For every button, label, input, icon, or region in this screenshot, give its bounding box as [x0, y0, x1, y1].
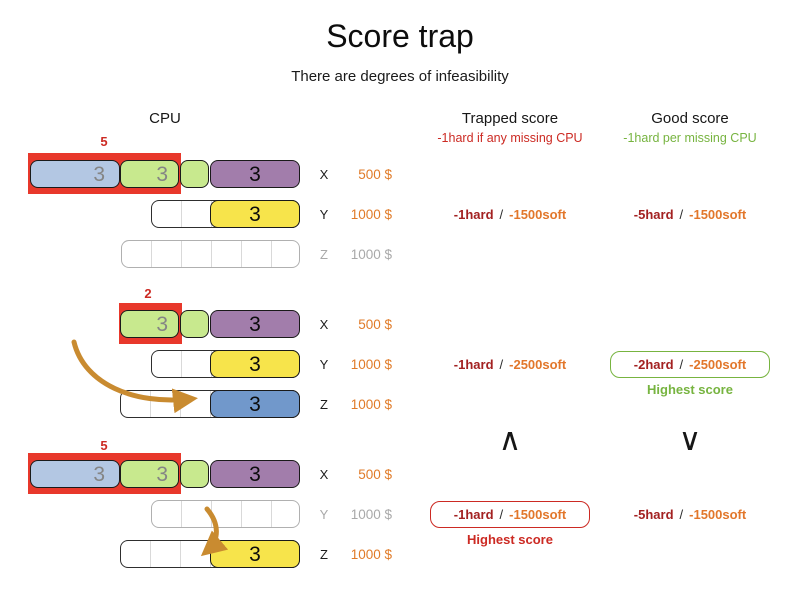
good-score: -5hard / -1500soft: [600, 207, 780, 222]
score-separator: /: [499, 207, 504, 222]
good-score: -5hard / -1500soft: [600, 507, 780, 522]
process-box-green: 3: [120, 460, 179, 488]
cpu-capacity-bar-empty: [151, 500, 300, 528]
machine-cost: 1000 $: [350, 247, 392, 262]
comparator-less-icon: ∨: [678, 422, 702, 457]
hard-score: -1hard: [453, 207, 494, 222]
hard-score: -5hard: [633, 507, 674, 522]
highest-score-box: -1hard / -1500soft: [430, 501, 590, 528]
process-size: 3: [249, 392, 261, 416]
comparator-greater-icon: ∧: [498, 422, 522, 457]
machine-cost: 1000 $: [350, 207, 392, 222]
cpu-capacity-bar-empty: [121, 240, 300, 268]
soft-score: -1500soft: [689, 507, 747, 522]
machine-cost: 1000 $: [350, 397, 392, 412]
machine-label: Y: [319, 507, 329, 522]
machine-label: Z: [320, 247, 328, 262]
highest-score-note: Highest score: [647, 382, 733, 397]
process-box-blue: 3: [30, 160, 120, 188]
machine-label: Y: [319, 357, 329, 372]
process-size: 3: [249, 202, 261, 226]
process-size: 3: [156, 312, 168, 336]
trapped-score-subtitle: -1hard if any missing CPU: [437, 131, 583, 145]
machine-cost: 1000 $: [350, 507, 392, 522]
process-box-purple: 3: [210, 460, 300, 488]
process-box-yellow-moved: 3: [210, 540, 300, 568]
score-separator: /: [679, 507, 684, 522]
page-title: Score trap: [326, 18, 474, 54]
process-box-green: 3: [120, 310, 179, 338]
process-box-blue: 3: [30, 460, 120, 488]
score-separator: /: [499, 357, 504, 372]
score-separator: /: [679, 357, 684, 372]
highest-score-note: Highest score: [467, 532, 553, 547]
machine-cost: 1000 $: [350, 357, 392, 372]
hard-score: -2hard: [633, 357, 674, 372]
page-subtitle: There are degrees of infeasibility: [291, 68, 509, 85]
process-size: 3: [249, 462, 261, 486]
hard-score: -5hard: [633, 207, 674, 222]
process-box-green-tail: [180, 160, 209, 188]
process-size: 3: [156, 462, 168, 486]
overload-amount-label: 5: [100, 134, 108, 149]
machine-label: Y: [319, 207, 329, 222]
process-box-green-tail: [180, 460, 209, 488]
score-separator: /: [499, 507, 504, 522]
process-size: 3: [249, 542, 261, 566]
soft-score: -2500soft: [509, 357, 567, 372]
process-size: 3: [249, 312, 261, 336]
trapped-score: -1hard / -2500soft: [420, 357, 600, 372]
column-header-cpu: CPU: [149, 110, 181, 127]
machine-label: Z: [320, 547, 328, 562]
overload-amount-label: 5: [100, 438, 108, 453]
process-size: 3: [249, 162, 261, 186]
machine-label: X: [319, 317, 329, 332]
process-box-yellow: 3: [210, 200, 300, 228]
process-box-purple: 3: [210, 160, 300, 188]
process-size: 3: [156, 162, 168, 186]
process-size: 3: [249, 352, 261, 376]
process-box-green: 3: [120, 160, 179, 188]
process-box-purple: 3: [210, 310, 300, 338]
process-box-green-tail: [180, 310, 209, 338]
process-size: 3: [93, 162, 105, 186]
hard-score: -1hard: [453, 507, 494, 522]
highest-score-box: -2hard / -2500soft: [610, 351, 770, 378]
machine-label: Z: [320, 397, 328, 412]
machine-cost: 500 $: [358, 167, 392, 182]
trapped-score: -1hard / -1500soft: [420, 207, 600, 222]
machine-cost: 500 $: [358, 317, 392, 332]
soft-score: -1500soft: [509, 507, 567, 522]
machine-label: X: [319, 467, 329, 482]
hard-score: -1hard: [453, 357, 494, 372]
score-separator: /: [679, 207, 684, 222]
column-header-trapped-score: Trapped score: [461, 110, 559, 127]
machine-label: X: [319, 167, 329, 182]
good-score-subtitle: -1hard per missing CPU: [623, 131, 757, 145]
process-size: 3: [93, 462, 105, 486]
column-header-good-score: Good score: [651, 110, 729, 127]
soft-score: -1500soft: [509, 207, 567, 222]
soft-score: -1500soft: [689, 207, 747, 222]
process-box-blue-moved: 3: [210, 390, 300, 418]
process-box-yellow: 3: [210, 350, 300, 378]
machine-cost: 500 $: [358, 467, 392, 482]
machine-cost: 1000 $: [350, 547, 392, 562]
overload-amount-label: 2: [144, 286, 152, 301]
soft-score: -2500soft: [689, 357, 747, 372]
